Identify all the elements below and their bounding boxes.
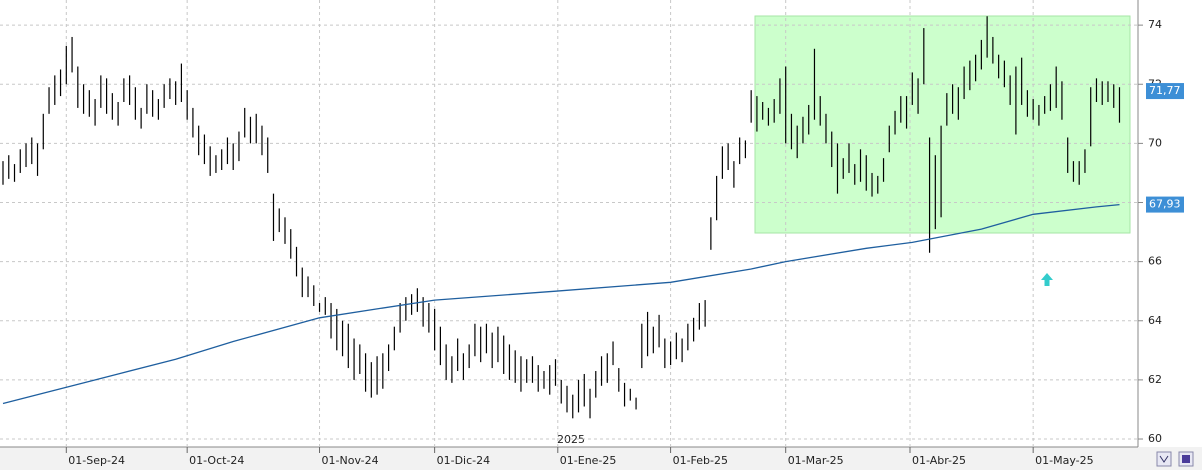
x-tick-label: 01-Oct-24: [189, 454, 244, 467]
x-tick-label: 01-Mar-25: [788, 454, 844, 467]
up-arrow: [1041, 273, 1053, 286]
x-tick-label: 01-Abr-25: [912, 454, 966, 467]
price-tag: [1146, 83, 1184, 100]
x-tick-label: 01-Nov-24: [322, 454, 379, 467]
collapse-icon: [1159, 455, 1169, 463]
x-tick-label: 01-Dic-24: [437, 454, 491, 467]
x-tick-label: 01-Feb-25: [673, 454, 728, 467]
y-tick-label: 74: [1148, 18, 1162, 31]
save-icon: [1182, 455, 1190, 463]
price-tag-label: 71,77: [1149, 84, 1181, 97]
x-tick-label: 01-Ene-25: [560, 454, 617, 467]
y-tick-label: 62: [1148, 373, 1162, 386]
highlight-zone: [754, 15, 1131, 234]
x-tick-label: 01-Sep-24: [68, 454, 125, 467]
x-axis-band: [0, 447, 1202, 470]
x-tick-label: 01-May-25: [1035, 454, 1093, 467]
y-tick-label: 70: [1148, 136, 1162, 149]
y-tick-label: 60: [1148, 432, 1162, 445]
moving-average: [2, 203, 1120, 405]
price-tag: [1146, 196, 1184, 213]
y-tick-label: 66: [1148, 255, 1162, 268]
y-tick-label: 64: [1148, 314, 1162, 327]
collapse-button[interactable]: [1156, 451, 1172, 467]
price-tag-label: 67,93: [1149, 198, 1181, 211]
